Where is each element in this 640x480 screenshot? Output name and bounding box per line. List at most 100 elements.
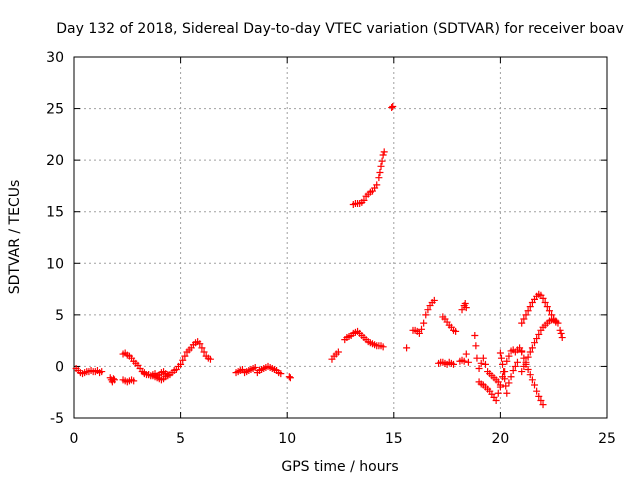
data-point — [458, 306, 466, 314]
data-point — [403, 344, 411, 352]
chart-title: Day 132 of 2018, Sidereal Day-to-day VTE… — [56, 21, 624, 37]
data-points — [72, 103, 566, 409]
data-point — [537, 396, 545, 404]
data-point — [507, 373, 515, 381]
data-point — [500, 368, 508, 376]
data-point — [503, 357, 511, 365]
data-point — [535, 392, 543, 400]
y-tick-label: 25 — [46, 102, 64, 118]
data-point — [479, 354, 487, 362]
data-point — [418, 325, 426, 333]
data-point — [285, 373, 293, 381]
data-point — [511, 362, 519, 370]
plot-frame — [73, 56, 608, 419]
data-point — [462, 350, 470, 358]
data-point — [449, 360, 457, 368]
data-point — [539, 401, 547, 409]
y-tick-label: 10 — [46, 256, 64, 272]
data-point — [179, 356, 187, 364]
y-tick-label: 0 — [55, 359, 64, 375]
data-point — [524, 353, 532, 361]
data-point — [462, 304, 470, 312]
data-point — [378, 157, 386, 165]
data-point — [503, 389, 511, 397]
y-tick-label: -5 — [50, 411, 64, 427]
data-point — [497, 354, 505, 362]
data-point — [473, 354, 481, 362]
data-point — [277, 370, 285, 378]
data-point — [481, 360, 489, 368]
data-point — [518, 368, 526, 376]
data-point — [501, 375, 509, 383]
data-point — [472, 342, 480, 350]
data-point — [535, 330, 543, 338]
data-point — [389, 103, 397, 111]
data-point — [206, 355, 214, 363]
data-series — [72, 364, 106, 378]
x-tick-label: 5 — [176, 431, 185, 447]
data-point — [471, 331, 479, 339]
data-point — [545, 307, 553, 315]
data-point — [424, 306, 432, 314]
data-series — [349, 148, 388, 208]
y-tick-label: 30 — [46, 50, 64, 66]
y-tick-label: 20 — [46, 153, 64, 169]
data-point — [526, 303, 534, 311]
data-point — [541, 298, 549, 306]
x-tick-label: 0 — [70, 431, 79, 447]
data-point — [505, 379, 513, 387]
data-point — [377, 162, 385, 170]
data-point — [375, 174, 383, 182]
data-point — [461, 300, 469, 308]
data-series — [232, 362, 285, 378]
data-point — [196, 340, 204, 348]
data-point — [513, 358, 521, 366]
data-point — [543, 303, 551, 311]
x-axis-label: GPS time / hours — [281, 459, 398, 475]
data-series — [496, 349, 511, 397]
data-series — [518, 290, 560, 327]
data-point — [522, 311, 530, 319]
data-point — [499, 360, 507, 368]
data-series — [435, 358, 457, 368]
data-point — [552, 318, 560, 326]
data-point — [524, 307, 532, 315]
x-tick-label: 15 — [385, 431, 403, 447]
data-point — [528, 344, 536, 352]
data-point — [548, 311, 556, 319]
data-point — [145, 371, 153, 379]
data-point — [558, 334, 566, 342]
data-point — [164, 371, 172, 379]
data-point — [492, 396, 500, 404]
data-series — [458, 300, 470, 314]
data-point — [475, 364, 483, 372]
data-series — [518, 348, 547, 409]
data-point — [198, 344, 206, 352]
data-point — [505, 352, 513, 360]
data-series — [494, 344, 526, 397]
data-series — [328, 348, 342, 363]
data-series — [475, 378, 500, 404]
data-point — [464, 358, 472, 366]
data-point — [380, 148, 388, 156]
data-point — [430, 296, 438, 304]
data-point — [522, 358, 530, 366]
data-series — [106, 374, 119, 386]
data-point — [531, 381, 539, 389]
data-point — [111, 376, 119, 384]
data-point — [518, 319, 526, 327]
y-tick-label: 5 — [55, 308, 64, 324]
data-point — [477, 359, 485, 367]
data-series — [439, 313, 460, 335]
data-point — [422, 311, 430, 319]
data-point — [496, 349, 504, 357]
data-series — [140, 369, 172, 384]
axis-ticks: 0 5 10 15 20 25 -5 0 5 10 15 20 25 30 — [46, 50, 616, 447]
x-tick-label: 10 — [278, 431, 296, 447]
data-point — [181, 352, 189, 360]
data-point — [200, 348, 208, 356]
data-point — [556, 326, 564, 334]
data-point — [533, 335, 541, 343]
data-point — [334, 348, 342, 356]
